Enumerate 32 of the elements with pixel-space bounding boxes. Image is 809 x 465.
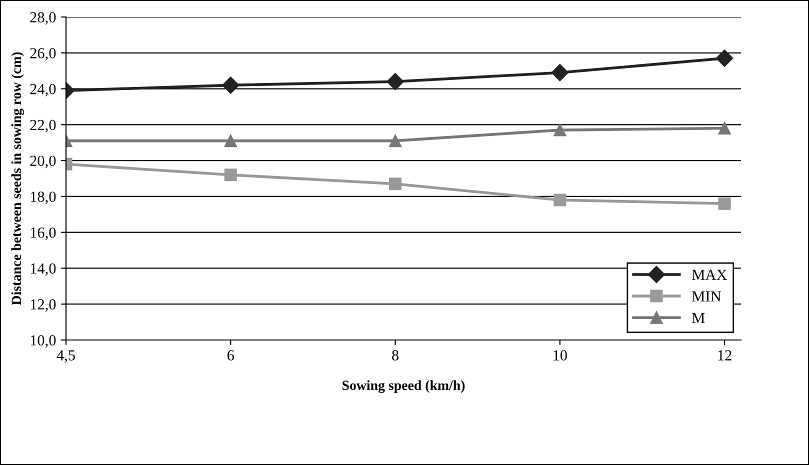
point — [386, 73, 404, 90]
point — [224, 168, 237, 182]
point — [389, 134, 402, 148]
y-tick-label: 28,0 — [30, 12, 56, 25]
y-tick-label: 18,0 — [30, 192, 56, 204]
point — [716, 50, 734, 67]
y-tick-label: 24,0 — [30, 84, 56, 96]
y-tick-label: 12,0 — [30, 299, 56, 312]
point — [554, 124, 566, 136]
point — [389, 178, 402, 190]
point — [554, 194, 566, 206]
point — [718, 197, 731, 210]
legend-label: MAX — [692, 270, 727, 280]
y-tick-label: 14,0 — [30, 263, 56, 276]
y-tick-label: 20,0 — [30, 156, 56, 168]
point — [222, 76, 240, 94]
y-tick-label: 26,0 — [30, 48, 56, 61]
point — [551, 64, 568, 82]
y-tick-label: 22,0 — [30, 120, 56, 132]
x-tick-label: 6 — [227, 350, 234, 360]
x-axis-title: Sowing speed (km/h) — [342, 380, 465, 393]
legend-label: MIN — [692, 291, 721, 302]
x-tick-label: 4,5 — [56, 350, 75, 363]
legend-label: M — [692, 312, 705, 323]
y-tick-label: 16,0 — [30, 227, 56, 240]
x-tick-label: 8 — [392, 350, 399, 360]
point — [718, 122, 731, 135]
y-axis-title: Distance between seeds in sowing row (cm) — [11, 52, 24, 306]
x-tick-label: 10 — [554, 350, 567, 360]
point — [224, 134, 237, 148]
y-tick-label: 10,0 — [30, 335, 56, 348]
x-tick-label: 12 — [718, 350, 732, 360]
